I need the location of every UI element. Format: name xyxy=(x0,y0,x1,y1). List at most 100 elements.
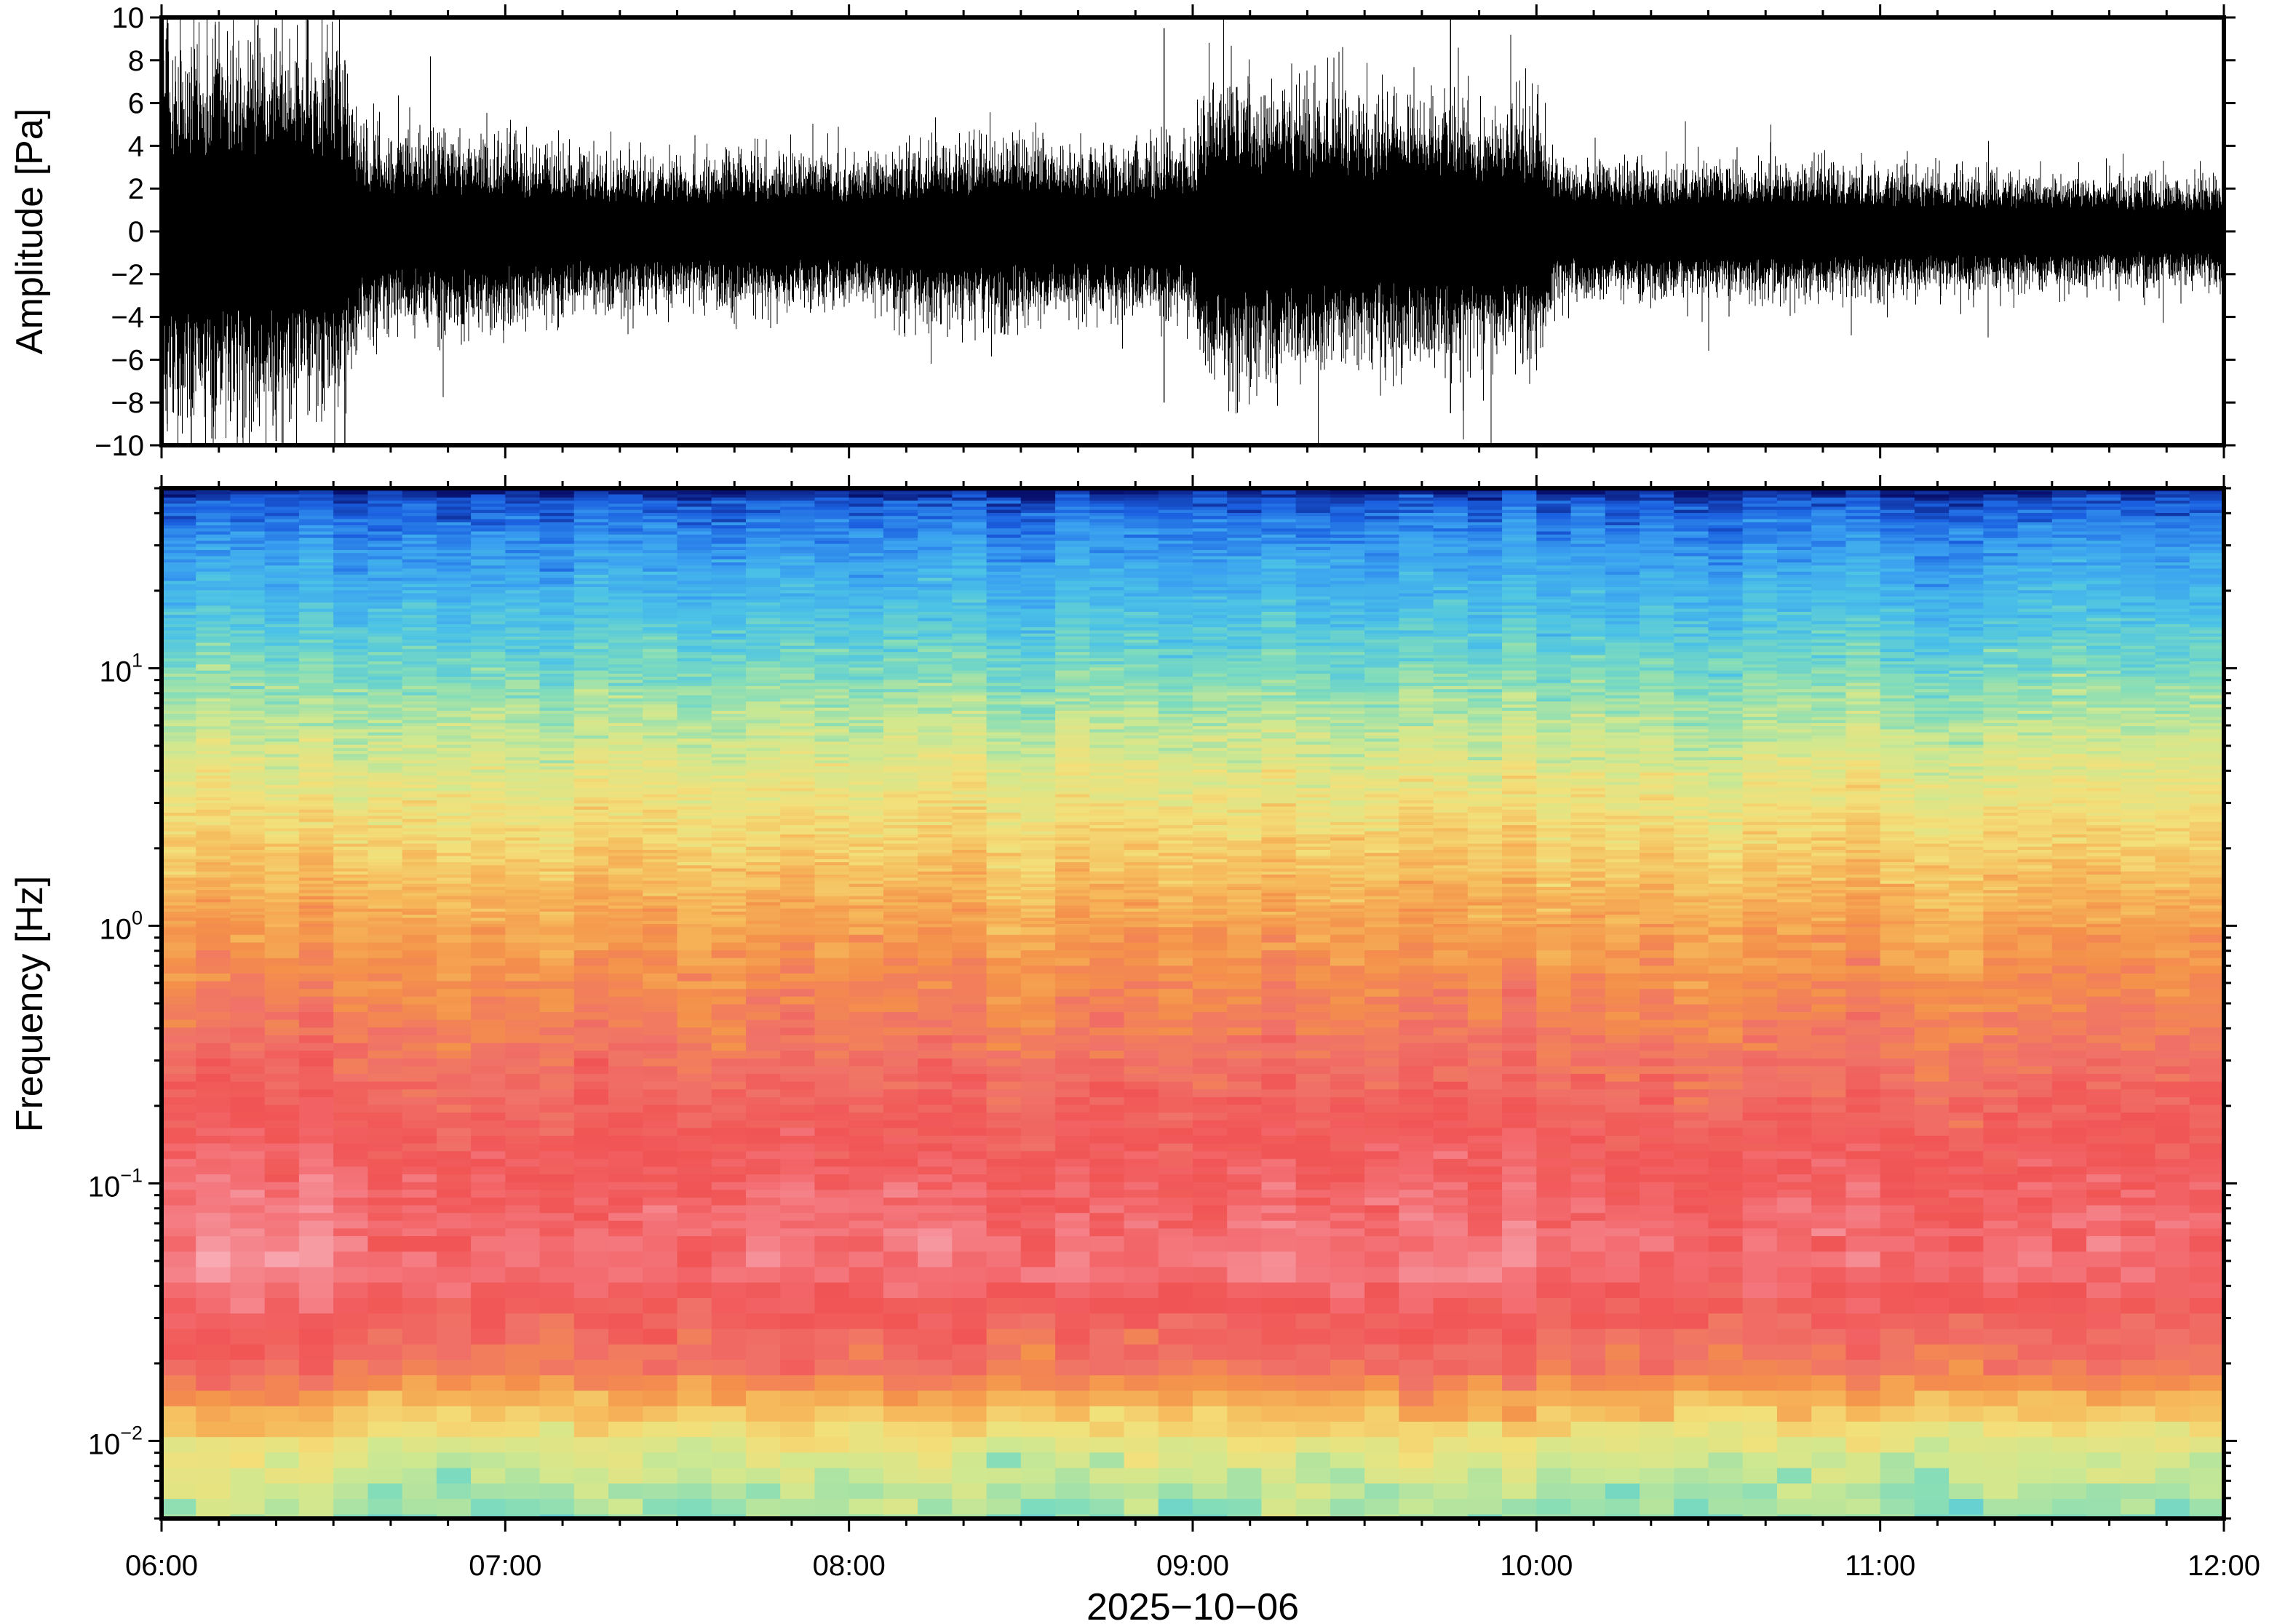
spectrogram-cell xyxy=(505,950,541,959)
spectrogram-cell xyxy=(677,880,712,885)
spectrogram-cell xyxy=(230,781,266,786)
spectrogram-cell xyxy=(883,732,918,736)
spectrogram-cell xyxy=(849,1483,884,1500)
spectrogram-cell xyxy=(643,1267,678,1283)
spectrogram-cell xyxy=(711,781,747,786)
spectrogram-cell xyxy=(814,531,850,536)
spectrogram-cell xyxy=(952,1035,988,1044)
spectrogram-cell xyxy=(539,648,575,653)
spectrogram-cell xyxy=(436,846,472,851)
spectrogram-cell xyxy=(677,819,712,823)
spectrogram-cell xyxy=(505,729,541,733)
spectrogram-cell xyxy=(436,717,472,721)
spectrogram-cell xyxy=(471,586,506,591)
spectrogram-cell xyxy=(333,710,369,715)
spectrogram-cell xyxy=(505,642,541,647)
spectrogram-cell xyxy=(780,562,816,566)
spectrogram-cell xyxy=(677,1051,712,1059)
spectrogram-cell xyxy=(402,776,437,780)
spectrogram-cell xyxy=(402,642,437,647)
spectrogram-cell xyxy=(367,1043,403,1051)
spectrogram-cell xyxy=(608,571,644,576)
spectrogram-cell xyxy=(436,1066,472,1075)
spectrogram-cell xyxy=(780,559,816,563)
spectrogram-cell xyxy=(539,1220,575,1230)
spectrogram-cell xyxy=(745,534,781,538)
spectrogram-cell xyxy=(230,905,266,909)
spectrogram-cell xyxy=(849,621,884,625)
spectrogram-cell xyxy=(333,934,369,944)
spectrogram-cell xyxy=(162,890,197,894)
spectrogram-cell xyxy=(849,813,884,817)
spectrogram-cell xyxy=(883,593,918,597)
spectrogram-cell xyxy=(745,1058,781,1067)
spectrogram-cell xyxy=(539,1452,575,1469)
spectrogram-cell xyxy=(643,1329,678,1345)
spectrogram-cell xyxy=(264,549,300,554)
spectrogram-cell xyxy=(539,908,575,912)
spectrogram-cell xyxy=(608,1012,644,1021)
spectrogram-cell xyxy=(230,546,266,551)
spectrogram-cell xyxy=(849,754,884,758)
spectrogram-cell xyxy=(264,516,300,520)
spectrogram-cell xyxy=(298,645,334,650)
spectrogram-cell xyxy=(298,512,334,517)
spectrogram-cell xyxy=(780,739,816,743)
spectrogram-cell xyxy=(918,1329,953,1345)
spectrogram-cell xyxy=(264,710,300,715)
spectrogram-cell xyxy=(505,911,541,916)
spectrogram-cell xyxy=(264,519,300,523)
spectrogram-cell xyxy=(711,1089,747,1098)
spectrogram-cell xyxy=(573,661,609,665)
spectrogram-cell xyxy=(573,923,609,928)
spectrogram-cell xyxy=(952,645,988,650)
spectrogram-cell xyxy=(298,1120,334,1129)
spectrogram-cell xyxy=(505,546,541,551)
spectrogram-cell xyxy=(573,1112,609,1121)
spectrogram-cell xyxy=(814,890,850,894)
spectrogram-cell xyxy=(196,682,231,687)
spectrogram-cell xyxy=(745,1483,781,1500)
spectrogram-cell xyxy=(539,581,575,585)
spectrogram-cell xyxy=(573,1158,609,1168)
spectrogram-cell xyxy=(814,608,850,613)
spectrogram-cell xyxy=(918,772,953,776)
spectrogram-cell xyxy=(298,794,334,798)
spectrogram-cell xyxy=(402,624,437,628)
spectrogram-cell xyxy=(573,890,609,894)
spectrogram-cell xyxy=(814,732,850,736)
spectrogram-cell xyxy=(230,1182,266,1191)
spectrogram-cell xyxy=(711,531,747,536)
spectrogram-cell xyxy=(196,1499,231,1516)
spectrogram-cell xyxy=(402,1205,437,1214)
spectrogram-cell xyxy=(333,862,369,867)
spectrogram-cell xyxy=(230,509,266,514)
spectrogram-cell xyxy=(711,1197,747,1206)
spectrogram-cell xyxy=(539,797,575,801)
spectrogram-cell xyxy=(196,522,231,526)
spectrogram-cell xyxy=(162,621,197,625)
spectrogram-cell xyxy=(505,1066,541,1075)
spectrogram-cell xyxy=(643,599,678,603)
spectrogram-cell xyxy=(952,846,988,851)
spectrogram-cell xyxy=(539,1104,575,1113)
spectrogram-cell xyxy=(608,1096,644,1106)
spectrogram-cell xyxy=(849,741,884,746)
spectrogram-cell xyxy=(162,794,197,798)
spectrogram-cell xyxy=(677,1282,712,1299)
spectrogram-cell xyxy=(436,578,472,582)
spectrogram-cell xyxy=(643,868,678,872)
spectrogram-cell xyxy=(883,717,918,721)
spectrogram-cell xyxy=(505,966,541,974)
spectrogram-cell xyxy=(230,868,266,872)
spectrogram-cell xyxy=(539,578,575,582)
spectrogram-cell xyxy=(952,528,988,533)
spectrogram-cell xyxy=(298,1074,334,1083)
spectrogram-cell xyxy=(162,559,197,563)
spectrogram-cell xyxy=(333,1190,369,1198)
amplitude-tick-label: 8 xyxy=(128,45,144,77)
spectrogram-cell xyxy=(436,825,472,829)
spectrogram-cell xyxy=(814,562,850,566)
spectrogram-cell xyxy=(849,707,884,712)
spectrogram-cell xyxy=(952,1344,988,1361)
